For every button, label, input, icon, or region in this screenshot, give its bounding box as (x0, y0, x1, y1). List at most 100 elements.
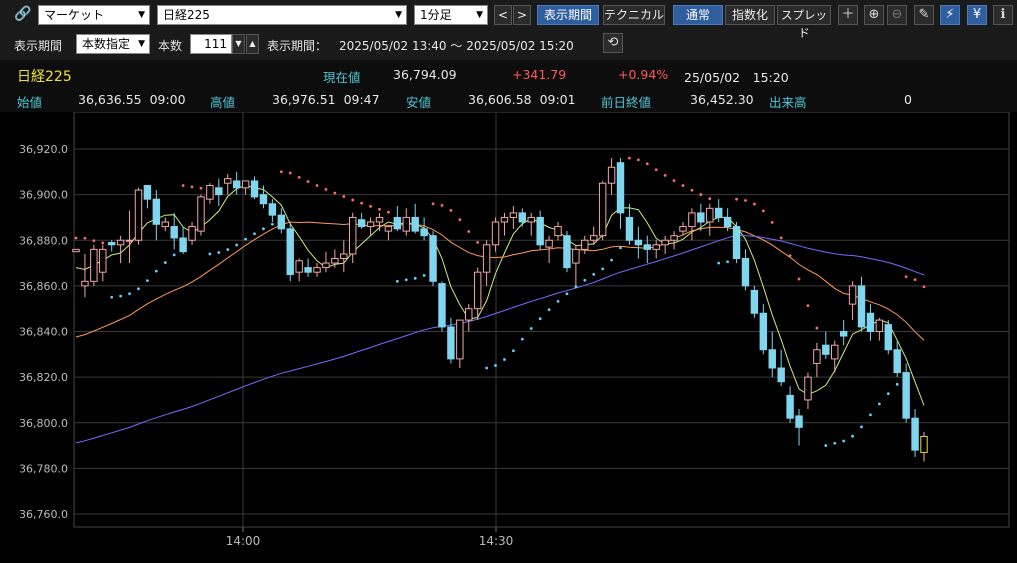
candle (607, 158, 616, 195)
candle-body (822, 344, 830, 355)
y-tick-label: 36,780.0 (19, 462, 68, 475)
candle (518, 208, 527, 227)
candle (197, 194, 205, 236)
zoom-in-icon[interactable]: ⊕ (864, 5, 884, 25)
sar-dot (726, 260, 730, 264)
mode-spread-button[interactable]: スプレッド (777, 5, 831, 40)
candle (777, 349, 785, 387)
candle (99, 244, 107, 282)
candle-body (349, 216, 357, 255)
candle (161, 217, 169, 232)
sar-dot (815, 326, 819, 330)
symbol-select-value: 日経225 (163, 8, 210, 22)
sar-dot (270, 222, 274, 226)
candlestick-chart[interactable]: 36,920.0 36,900.0 36,880.0 36,860.0 36,840.0… (0, 111, 1017, 560)
sar-dot (387, 210, 390, 214)
candle-body (572, 248, 580, 264)
chart-settings-icon[interactable]: ⚡ (940, 5, 960, 25)
candle-body (241, 180, 250, 189)
sar-dot (494, 364, 497, 367)
sar-dot (119, 294, 123, 298)
candle-body (768, 349, 776, 369)
candle-body (402, 216, 410, 232)
market-select[interactable]: マーケット ▼ (38, 5, 150, 25)
refresh-icon[interactable]: ⟲ (603, 33, 623, 53)
sar-dot (297, 175, 301, 179)
zoom-out-icon[interactable]: ⊖ (887, 5, 907, 25)
x-tick-label: 14:30 (479, 534, 514, 548)
mode-index-button[interactable]: 指数化 (725, 5, 775, 25)
candle-body (375, 216, 384, 223)
crosshair-icon[interactable]: ＋ (838, 5, 858, 25)
candle-body (438, 283, 446, 328)
candle (179, 226, 187, 254)
candle (661, 235, 669, 254)
candle-body (777, 367, 785, 383)
sar-dot (761, 209, 765, 213)
sar-dot (717, 261, 721, 265)
candle-body (482, 244, 491, 273)
display-period-button[interactable]: 表示期間 (537, 5, 599, 25)
prev-close-value: 36,452.30 (690, 92, 754, 107)
symbol-select[interactable]: 日経225 ▼ (157, 5, 407, 25)
quote-panel: 日経225 現在値 36,794.09 +341.79 +0.94% 25/05… (0, 60, 1017, 112)
candle (331, 249, 339, 268)
sar-dot (440, 203, 444, 207)
candle (839, 320, 848, 346)
candle-body (322, 262, 330, 269)
sar-dot (110, 295, 114, 299)
open-value: 36,636.55 09:00 (78, 92, 186, 107)
current-label: 現在値 (323, 70, 361, 85)
candle-body (304, 267, 312, 273)
candle-body (250, 180, 259, 198)
next-button[interactable]: > (513, 5, 531, 25)
count-input[interactable]: 111 (190, 34, 232, 54)
candle (232, 171, 241, 195)
interval-select[interactable]: 1分足 ▼ (414, 5, 488, 25)
sar-dot (235, 243, 239, 247)
link-icon[interactable]: 🔗 (14, 6, 32, 22)
candle-body (473, 271, 482, 310)
sar-dot (690, 188, 694, 192)
sar-dot (645, 162, 649, 166)
candle-body (875, 319, 884, 332)
change-pct: +0.94% (618, 67, 669, 82)
candle (72, 248, 80, 253)
candle-body (616, 162, 625, 214)
sar-dot (262, 227, 265, 231)
candle (277, 208, 286, 234)
mode-normal-button[interactable]: 通常 (673, 5, 723, 25)
candle-body (99, 248, 107, 273)
candle-body (536, 216, 544, 246)
candle-body (723, 216, 732, 228)
sar-dot (610, 258, 613, 262)
x-tick-label: 14:00 (226, 534, 261, 548)
candle-body (232, 180, 241, 189)
candle (786, 386, 794, 423)
candle (411, 203, 419, 234)
prev-button[interactable]: < (494, 5, 512, 25)
candle-body (90, 248, 98, 282)
candle-body (429, 235, 437, 282)
period-select[interactable]: 本数指定 ▼ (76, 34, 150, 54)
yen-icon[interactable]: ¥ (967, 5, 987, 25)
info-icon[interactable]: ℹ (993, 5, 1013, 25)
volume-label: 出来高 (769, 95, 807, 110)
count-down-button[interactable]: ▼ (232, 34, 245, 54)
open-label: 始値 (17, 95, 43, 110)
candle-body (590, 235, 598, 241)
technical-button[interactable]: テクニカル (603, 5, 665, 25)
candle (170, 212, 178, 250)
y-tick-label: 36,760.0 (19, 508, 68, 521)
sar-dot (663, 173, 667, 177)
candle-body (839, 331, 848, 337)
candle (572, 244, 580, 286)
price-chart[interactable]: 36,920.0 36,900.0 36,880.0 36,860.0 36,840.0… (0, 111, 1017, 560)
sar-dot (342, 195, 346, 198)
pencil-icon[interactable]: ✎ (914, 5, 934, 25)
count-up-button[interactable]: ▲ (246, 34, 259, 54)
count-label: 本数 (158, 39, 183, 53)
chevron-down-icon: ▼ (476, 10, 483, 20)
sar-dot (172, 253, 176, 257)
sar-dot (128, 292, 131, 296)
